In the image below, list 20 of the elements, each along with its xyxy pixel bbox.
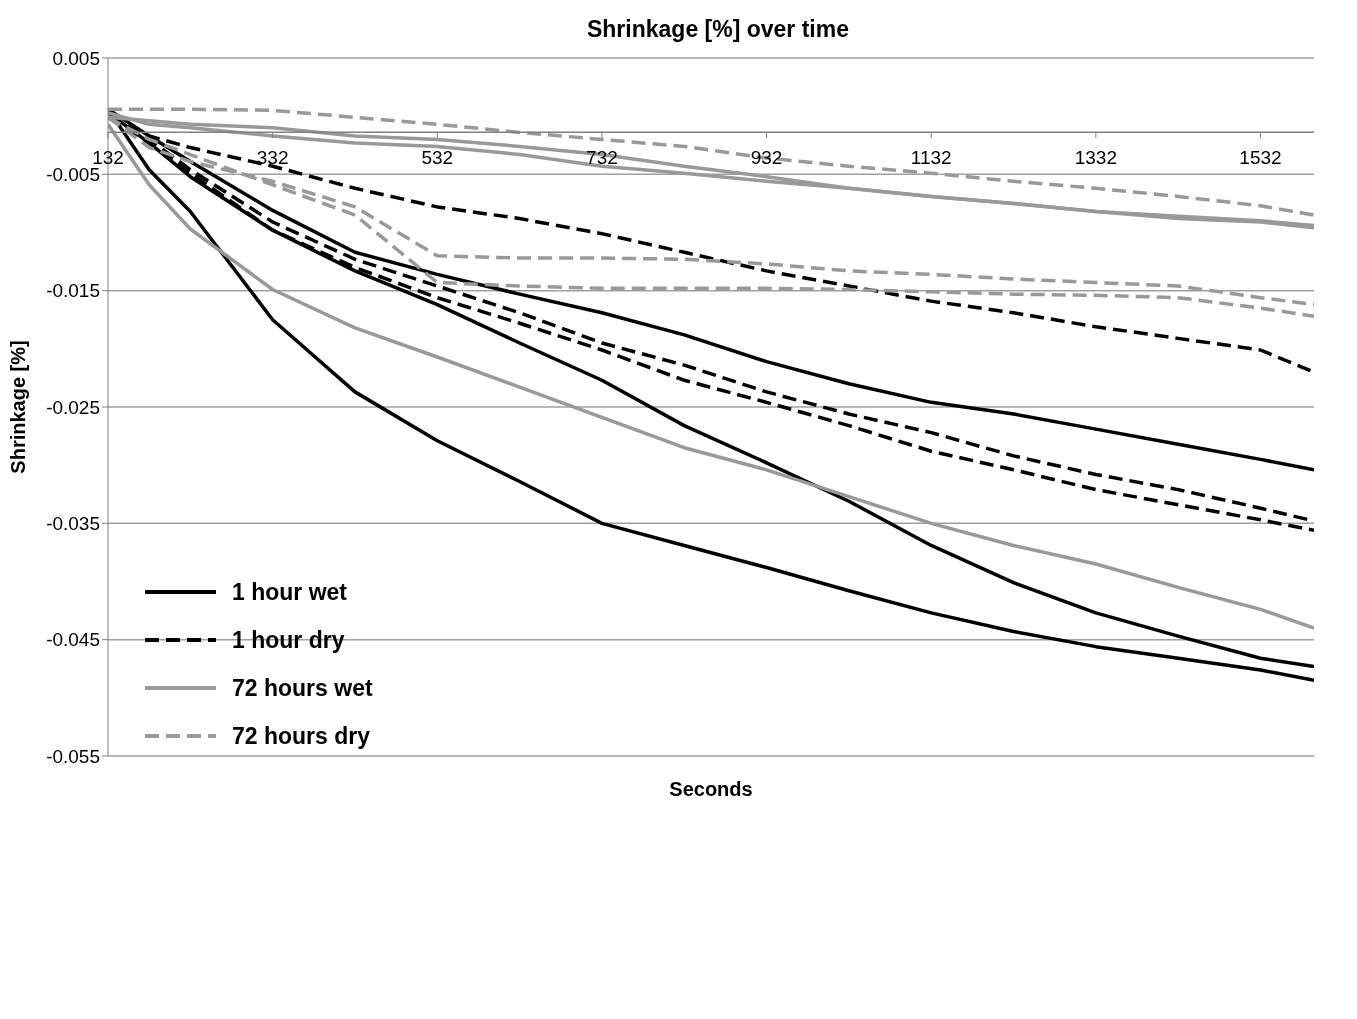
legend-label: 72 hours wet — [232, 674, 373, 702]
x-tick-label: 1332 — [1074, 147, 1117, 169]
y-tick-label: -0.035 — [46, 513, 100, 535]
x-tick-label: 732 — [586, 147, 618, 169]
legend-label: 72 hours dry — [232, 722, 371, 750]
y-axis-title: Shrinkage [%] — [7, 340, 30, 474]
y-tick-label: -0.015 — [46, 280, 100, 302]
x-axis-title: Seconds — [669, 778, 753, 800]
y-tick-label: -0.055 — [46, 745, 100, 767]
x-tick-label: 1132 — [910, 147, 952, 169]
y-tick-label: -0.045 — [46, 629, 100, 651]
x-tick-label: 532 — [421, 147, 454, 169]
y-tick-label: 0.005 — [52, 47, 100, 69]
y-tick-label: -0.025 — [46, 396, 100, 418]
x-tick-label: 1532 — [1239, 147, 1282, 169]
legend-label: 1 hour dry — [232, 626, 345, 654]
chart-title: Shrinkage [%] over time — [586, 16, 850, 42]
x-tick-label: 332 — [256, 147, 289, 169]
x-tick-label: 932 — [750, 147, 783, 169]
legend-label: 1 hour wet — [232, 578, 348, 606]
